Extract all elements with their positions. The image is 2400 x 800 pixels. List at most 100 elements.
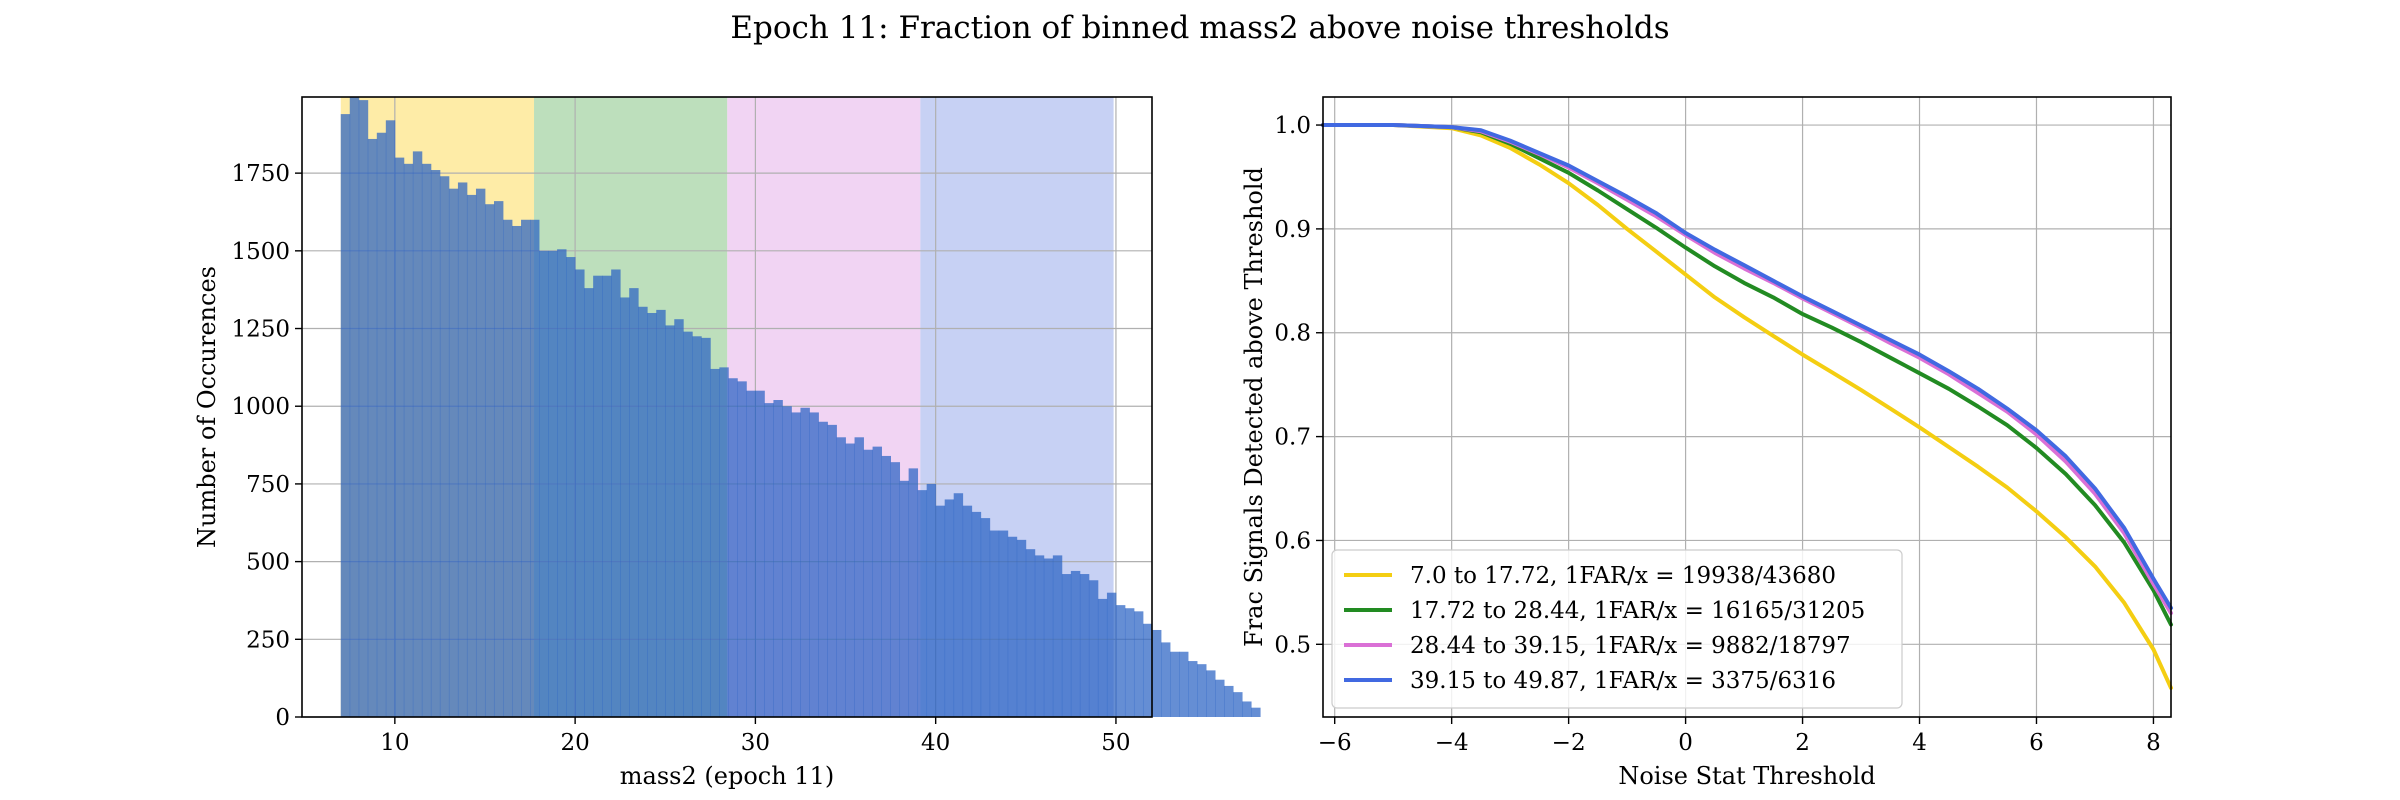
histogram-bar — [1106, 592, 1117, 717]
histogram-bar — [1061, 574, 1072, 717]
histogram-y-tick-label: 1500 — [231, 239, 290, 265]
histogram-bar — [566, 257, 576, 717]
histogram-bar — [701, 337, 711, 717]
histogram-bar — [962, 505, 973, 717]
histogram-x-tick-label: 30 — [741, 730, 770, 756]
histogram-x-tick-label: 50 — [1101, 730, 1130, 756]
histogram-bar — [1124, 608, 1135, 717]
histogram-bar — [1016, 539, 1027, 717]
histogram-bar — [1251, 707, 1261, 717]
histogram-bar — [683, 331, 693, 717]
histogram-bar — [980, 518, 991, 717]
histogram-y-tick-label: 750 — [246, 472, 290, 498]
series-line-1 — [1321, 123, 2173, 690]
histogram-bar — [1025, 549, 1036, 717]
histogram-bar — [1088, 580, 1099, 717]
legend-box — [1331, 549, 1903, 709]
histogram-bar — [665, 325, 675, 717]
histogram-bar — [575, 269, 585, 717]
line-chart-series — [1321, 123, 2173, 690]
line-chart-legend: 7.0 to 17.72, 1FAR/x = 19938/43680 17.72 … — [1331, 549, 1903, 709]
line-chart-x-tick-label: 0 — [1678, 730, 1693, 756]
legend-label: 7.0 to 17.72, 1FAR/x = 19938/43680 — [1410, 563, 1836, 589]
histogram-bar — [755, 390, 765, 717]
histogram-bar — [1097, 598, 1108, 717]
histogram-bar — [548, 250, 558, 717]
histogram-bar — [1161, 642, 1171, 717]
line-chart-ticks: −6 −4 −2 0 2 4 6 8 0.5 0.6 0.7 0.8 0.9 1.0 — [1274, 113, 2160, 756]
legend-label: 39.15 to 49.87, 1FAR/x = 3375/6316 — [1410, 668, 1836, 694]
histogram-bar — [971, 511, 982, 717]
histogram-bar — [746, 390, 756, 717]
histogram-bar — [340, 114, 351, 718]
histogram-bar — [674, 319, 684, 717]
histogram-bar — [349, 97, 360, 717]
series-line-2 — [1321, 123, 2173, 627]
line-chart-x-tick-label: −6 — [1318, 730, 1352, 756]
histogram-bar — [656, 309, 666, 717]
histogram-bar — [385, 120, 396, 717]
histogram-bar — [620, 297, 630, 717]
line-chart-x-tick-label: −2 — [1552, 730, 1586, 756]
histogram-bar — [827, 424, 837, 717]
histogram-bar — [926, 483, 937, 717]
histogram-bar — [367, 138, 378, 717]
histogram-bar — [629, 288, 639, 717]
legend-label: 28.44 to 39.15, 1FAR/x = 9882/18797 — [1410, 633, 1851, 659]
histogram-bar — [845, 443, 855, 717]
histogram-y-axis-label: Number of Occurences — [193, 266, 221, 548]
figure-title: Epoch 11: Fraction of binned mass2 above… — [730, 10, 1670, 46]
histogram-bar — [512, 225, 522, 718]
line-chart-y-tick-label: 0.8 — [1274, 321, 1311, 347]
histogram-bar — [439, 176, 450, 718]
histogram-bar — [611, 269, 621, 717]
histogram-bar — [782, 406, 792, 717]
histogram-bar — [421, 163, 432, 718]
series-line-4 — [1321, 123, 2173, 610]
histogram-y-tick-label: 500 — [246, 550, 290, 576]
histogram-bar — [791, 412, 801, 717]
histogram-bar — [1052, 555, 1063, 717]
histogram-bar — [1142, 623, 1153, 717]
histogram-bar — [466, 194, 477, 718]
detection-fraction-chart: −6 −4 −2 0 2 4 6 8 0.5 0.6 0.7 0.8 0.9 1.0 Noise Stat… — [1240, 96, 2173, 790]
histogram-bar — [944, 499, 955, 717]
histogram-bar — [890, 462, 901, 717]
histogram-bar — [1115, 605, 1126, 717]
histogram-bar — [737, 381, 747, 717]
histogram-bar — [728, 378, 738, 717]
histogram-bar — [1007, 536, 1018, 717]
histogram-bar — [530, 219, 540, 717]
histogram-bar — [1242, 701, 1252, 717]
histogram-bar — [809, 412, 819, 717]
line-chart-y-axis-label: Frac Signals Detected above Threshold — [1240, 167, 1268, 647]
histogram-bar — [863, 449, 873, 717]
histogram-bar — [1034, 555, 1045, 717]
histogram-bar — [394, 157, 405, 717]
histogram-bar — [1043, 558, 1054, 717]
histogram-bar — [521, 219, 531, 717]
histogram-bar — [358, 100, 369, 717]
histogram-bar — [836, 437, 846, 717]
line-chart-axes-frame — [1322, 96, 2172, 718]
line-chart-x-tick-label: 2 — [1795, 730, 1810, 756]
histogram-bar — [953, 493, 964, 717]
histogram-bar — [647, 312, 657, 717]
legend-label: 17.72 to 28.44, 1FAR/x = 16165/31205 — [1410, 598, 1865, 624]
histogram-bar — [800, 407, 810, 717]
line-chart-x-tick-label: 4 — [1912, 730, 1927, 756]
histogram-bar — [638, 306, 648, 717]
histogram-bar — [557, 249, 567, 717]
histogram-x-tick-label: 20 — [560, 730, 589, 756]
histogram-bar — [854, 437, 864, 717]
histogram-bar — [412, 151, 423, 717]
line-chart-y-tick-label: 0.9 — [1274, 217, 1311, 243]
histogram-y-tick-label: 1250 — [231, 317, 290, 343]
histogram-bar — [998, 530, 1009, 717]
histogram-bar — [1224, 685, 1234, 717]
histogram-bar — [1079, 574, 1090, 717]
line-chart-x-tick-label: 8 — [2146, 730, 2161, 756]
histogram-bar — [484, 204, 495, 718]
